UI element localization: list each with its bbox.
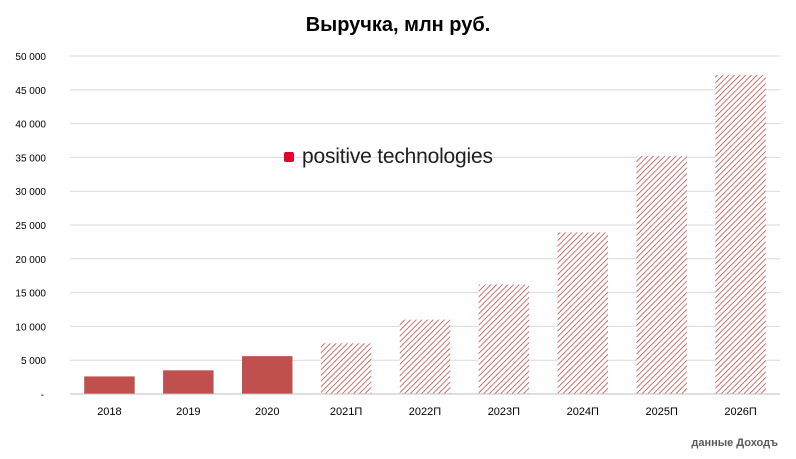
bar-2026П — [715, 74, 766, 394]
bar-2018 — [84, 376, 135, 394]
y-tick-label: 15 000 — [15, 289, 46, 300]
chart-title: Выручка, млн руб. — [305, 14, 491, 36]
y-tick-label: 10 000 — [15, 322, 46, 333]
bar-2020 — [241, 356, 293, 394]
y-tick-label: 30 000 — [15, 187, 46, 198]
x-tick-label: 2024П — [567, 406, 599, 418]
y-tick-label: - — [41, 390, 44, 401]
y-tick-label: 45 000 — [15, 86, 46, 97]
y-tick-label: 5 000 — [21, 356, 46, 367]
bar-2025П — [636, 156, 687, 394]
x-tick-label: 2022П — [409, 406, 441, 418]
bar-2019 — [163, 370, 214, 394]
x-tick-label: 2020 — [255, 406, 279, 418]
source-note: данные Доходъ — [691, 437, 778, 449]
x-tick-label: 2018 — [97, 406, 121, 418]
x-tick-label: 2021П — [330, 406, 362, 418]
y-tick-label: 40 000 — [15, 120, 46, 131]
logo-square-icon — [284, 152, 294, 162]
y-tick-label: 50 000 — [15, 52, 46, 63]
y-tick-label: 35 000 — [15, 153, 46, 164]
x-tick-label: 2025П — [645, 406, 677, 418]
x-axis-ticks: 2018 2019 2020 2021П 2022П 2023П 2024П 2025П 202… — [97, 406, 757, 418]
x-tick-label: 2026П — [724, 406, 756, 418]
y-tick-label: 25 000 — [15, 221, 46, 232]
x-tick-label: 2019 — [176, 406, 200, 418]
bar-2023П — [478, 284, 530, 394]
y-axis-ticks: - 5 000 10 000 15 000 20 000 25 000 30 000 35 0… — [15, 52, 46, 401]
bar-2022П — [399, 319, 451, 394]
bar-2024П — [557, 232, 609, 394]
logo-text: positive technologies — [302, 145, 493, 168]
y-tick-label: 20 000 — [15, 255, 46, 266]
positive-technologies-logo: positive technologies — [284, 144, 493, 170]
x-tick-label: 2023П — [488, 406, 520, 418]
bars — [84, 74, 766, 394]
bar-2021П — [320, 343, 372, 394]
